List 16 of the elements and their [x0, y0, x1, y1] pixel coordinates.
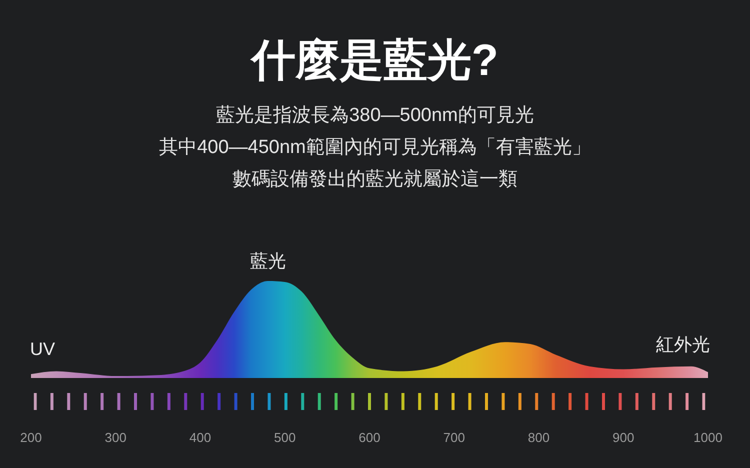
chart-title: 什麼是藍光?: [250, 36, 498, 85]
annotation: 藍光: [250, 251, 286, 271]
text: 數碼設備發出的藍光就屬於這一類: [232, 168, 518, 190]
x-tick-label: 200: [20, 430, 42, 445]
x-tick-label: 900: [612, 430, 634, 445]
x-tick-label: 700: [443, 430, 465, 445]
x-tick-label: 500: [274, 430, 296, 445]
x-tick-label: 300: [104, 430, 126, 445]
text: 其中400—450nm範圍內的可見光稱為「有害藍光」: [159, 136, 591, 158]
x-tick-label: 600: [358, 430, 380, 445]
x-tick-label: 400: [189, 430, 212, 445]
annotation: UV: [30, 339, 56, 360]
chart-subtitle: 藍光是指波長為380—500nm的可見光: [216, 105, 534, 126]
annotation: 紅外光: [656, 334, 710, 354]
x-tick-label: 1000: [694, 430, 722, 445]
x-tick-label: 800: [528, 430, 550, 445]
